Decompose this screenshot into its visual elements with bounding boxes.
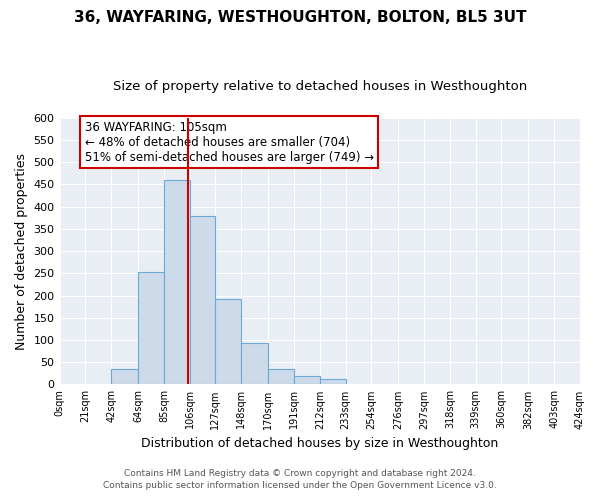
Bar [320, 379, 346, 384]
Bar [190, 216, 215, 384]
Bar [294, 376, 320, 384]
Title: Size of property relative to detached houses in Westhoughton: Size of property relative to detached ho… [113, 80, 527, 93]
Bar [111, 369, 138, 384]
Text: 36, WAYFARING, WESTHOUGHTON, BOLTON, BL5 3UT: 36, WAYFARING, WESTHOUGHTON, BOLTON, BL5… [74, 10, 526, 25]
Text: Contains HM Land Registry data © Crown copyright and database right 2024.
Contai: Contains HM Land Registry data © Crown c… [103, 468, 497, 490]
Bar [215, 299, 241, 384]
Bar [164, 180, 190, 384]
Bar [138, 272, 164, 384]
Bar [241, 343, 268, 384]
Text: 36 WAYFARING: 105sqm
← 48% of detached houses are smaller (704)
51% of semi-deta: 36 WAYFARING: 105sqm ← 48% of detached h… [85, 120, 374, 164]
Y-axis label: Number of detached properties: Number of detached properties [15, 152, 28, 350]
X-axis label: Distribution of detached houses by size in Westhoughton: Distribution of detached houses by size … [141, 437, 499, 450]
Bar [268, 369, 294, 384]
